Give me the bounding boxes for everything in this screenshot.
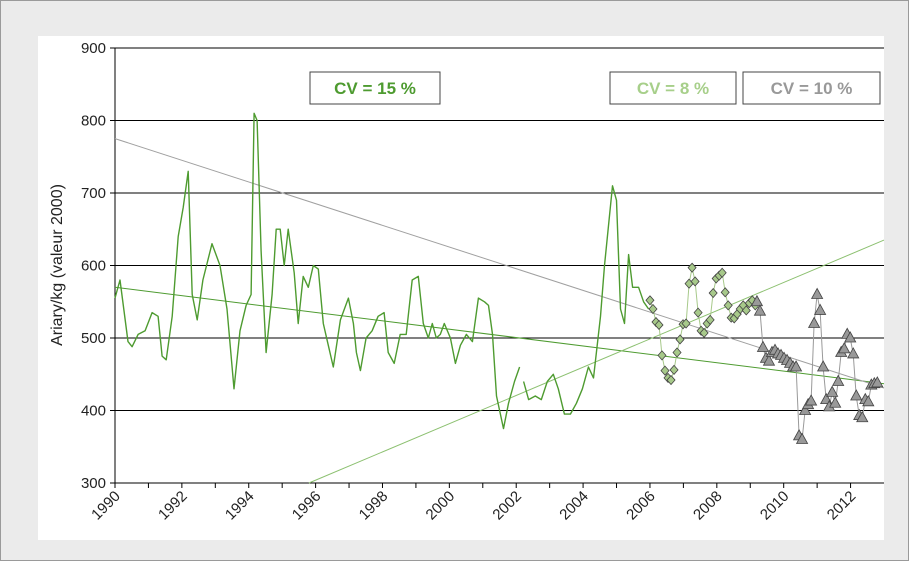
triangle-marker (753, 304, 767, 316)
triangle-marker (850, 389, 863, 401)
diamond-marker (705, 314, 715, 325)
annotation-text: CV = 15 % (334, 79, 416, 98)
diamond-marker (675, 334, 685, 345)
panel (38, 36, 884, 540)
triangle-marker (756, 340, 770, 352)
annotation-box (742, 71, 881, 105)
triangle-marker (844, 331, 857, 343)
annotation-box (309, 71, 441, 105)
triangle-marker (813, 303, 827, 315)
triangle-marker (798, 403, 812, 415)
triangle-marker (847, 347, 860, 359)
diamond-marker (708, 287, 718, 299)
triangle-marker (871, 376, 884, 388)
y-tick-label: 500 (81, 330, 106, 347)
triangle-marker (789, 360, 803, 372)
triangle-marker (862, 394, 875, 407)
diamond-marker (672, 347, 682, 358)
triangle-marker (804, 394, 818, 406)
trend-line (114, 286, 885, 385)
trend-line (308, 239, 885, 484)
diamond-marker (717, 267, 727, 278)
diamond-marker (693, 307, 703, 318)
triangle-marker (856, 410, 869, 423)
diamond-marker (720, 287, 730, 298)
diamond-marker (654, 319, 664, 331)
diamond-marker (690, 276, 700, 287)
diamond-marker (657, 350, 667, 361)
annotation-box (609, 71, 737, 105)
triangle-marker (807, 316, 821, 328)
diamond-marker (681, 318, 691, 329)
y-axis-label: Ariary/kg (valeur 2000) (49, 184, 66, 346)
annotation-text: CV = 8 % (637, 79, 709, 98)
diamond-marker (741, 305, 751, 316)
triangle-marker (816, 360, 830, 372)
series-line (114, 112, 650, 430)
trend-line (114, 138, 885, 389)
triangle-marker (810, 287, 824, 299)
y-tick-label: 300 (81, 475, 106, 492)
y-tick-label: 900 (81, 40, 106, 57)
y-tick-label: 400 (81, 403, 106, 420)
triangle-marker (838, 342, 851, 354)
y-tick-label: 800 (81, 113, 106, 130)
triangle-marker (825, 385, 839, 397)
diamond-marker (660, 365, 670, 376)
diamond-marker (699, 327, 709, 339)
y-tick-label: 600 (81, 258, 106, 275)
triangle-marker (829, 396, 842, 408)
diamond-marker (687, 262, 697, 273)
diamond-marker (645, 295, 655, 306)
triangle-marker (762, 354, 776, 366)
diamond-marker (648, 303, 658, 315)
y-tick-label: 700 (81, 185, 106, 202)
triangle-marker (750, 294, 764, 307)
annotation-text: CV = 10 % (771, 79, 853, 98)
diamond-marker (723, 300, 733, 311)
diamond-marker (666, 374, 676, 386)
triangle-marker (795, 432, 809, 444)
diamond-marker (669, 364, 679, 376)
triangle-marker (832, 374, 845, 386)
